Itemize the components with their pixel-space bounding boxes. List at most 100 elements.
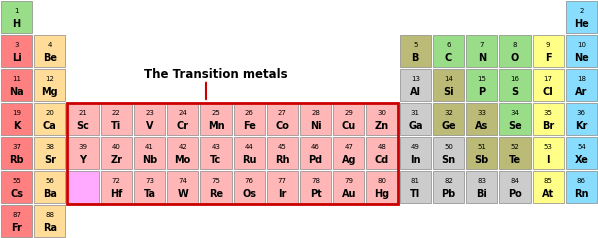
Text: Os: Os: [242, 189, 256, 199]
Text: 30: 30: [377, 110, 386, 116]
Text: V: V: [146, 121, 153, 131]
Text: 85: 85: [544, 178, 553, 183]
Bar: [433, 35, 464, 67]
Text: 72: 72: [112, 178, 121, 183]
Text: 2: 2: [579, 8, 584, 14]
Text: 31: 31: [411, 110, 420, 116]
Text: 9: 9: [546, 42, 550, 48]
Text: 27: 27: [278, 110, 287, 116]
Text: Ga: Ga: [408, 121, 423, 131]
Text: 20: 20: [45, 110, 54, 116]
Text: Sr: Sr: [44, 155, 56, 165]
Text: 25: 25: [212, 110, 220, 116]
Text: 40: 40: [112, 144, 121, 150]
Bar: [566, 137, 597, 169]
Text: Sb: Sb: [475, 155, 489, 165]
Text: 18: 18: [577, 76, 586, 82]
Text: Au: Au: [341, 189, 356, 199]
Bar: [68, 171, 99, 203]
Text: N: N: [478, 53, 486, 63]
Text: I: I: [547, 155, 550, 165]
Text: Pt: Pt: [310, 189, 322, 199]
Bar: [566, 171, 597, 203]
Text: 79: 79: [344, 178, 353, 183]
Text: 35: 35: [544, 110, 553, 116]
Text: 73: 73: [145, 178, 154, 183]
Text: 74: 74: [178, 178, 187, 183]
Bar: [234, 103, 265, 135]
Text: 6: 6: [446, 42, 451, 48]
Bar: [200, 137, 231, 169]
Text: 5: 5: [413, 42, 417, 48]
Text: 53: 53: [544, 144, 553, 150]
Bar: [533, 137, 564, 169]
Bar: [333, 137, 364, 169]
Text: Si: Si: [443, 87, 454, 97]
Text: 76: 76: [245, 178, 254, 183]
Text: 55: 55: [12, 178, 21, 183]
Bar: [167, 137, 199, 169]
Text: Ir: Ir: [278, 189, 286, 199]
Text: 21: 21: [78, 110, 87, 116]
Text: 54: 54: [577, 144, 586, 150]
Text: 86: 86: [577, 178, 586, 183]
Text: Sc: Sc: [77, 121, 90, 131]
Bar: [466, 103, 498, 135]
Bar: [466, 69, 498, 101]
Bar: [533, 103, 564, 135]
Text: Ne: Ne: [574, 53, 589, 63]
Text: Rb: Rb: [10, 155, 24, 165]
Text: 16: 16: [511, 76, 520, 82]
Bar: [499, 171, 530, 203]
Text: 41: 41: [145, 144, 154, 150]
Bar: [1, 35, 32, 67]
Text: 77: 77: [278, 178, 287, 183]
Text: Mo: Mo: [175, 155, 191, 165]
Text: 22: 22: [112, 110, 121, 116]
Text: 23: 23: [145, 110, 154, 116]
Text: S: S: [511, 87, 518, 97]
Text: Ni: Ni: [310, 121, 321, 131]
Text: Rn: Rn: [574, 189, 588, 199]
Bar: [466, 171, 498, 203]
Text: Ti: Ti: [111, 121, 121, 131]
Text: 80: 80: [377, 178, 386, 183]
Text: F: F: [545, 53, 551, 63]
Text: B: B: [411, 53, 419, 63]
Text: 8: 8: [512, 42, 517, 48]
Bar: [499, 69, 530, 101]
Bar: [1, 171, 32, 203]
Text: Ar: Ar: [575, 87, 588, 97]
Text: In: In: [410, 155, 420, 165]
Text: Ca: Ca: [43, 121, 57, 131]
Text: 83: 83: [477, 178, 486, 183]
Text: 3: 3: [14, 42, 19, 48]
Bar: [499, 137, 530, 169]
Text: 75: 75: [212, 178, 221, 183]
Bar: [34, 103, 65, 135]
Text: 84: 84: [511, 178, 520, 183]
Text: 44: 44: [245, 144, 254, 150]
Bar: [399, 69, 431, 101]
Text: Na: Na: [10, 87, 24, 97]
Text: Y: Y: [80, 155, 87, 165]
Bar: [533, 171, 564, 203]
Text: O: O: [511, 53, 519, 63]
Text: Nb: Nb: [142, 155, 157, 165]
Text: 81: 81: [411, 178, 420, 183]
Text: P: P: [478, 87, 486, 97]
Bar: [1, 69, 32, 101]
Text: 14: 14: [444, 76, 453, 82]
Bar: [399, 137, 431, 169]
Text: Se: Se: [508, 121, 522, 131]
Text: 10: 10: [577, 42, 586, 48]
Bar: [1, 205, 32, 237]
Text: Re: Re: [209, 189, 223, 199]
Text: 82: 82: [444, 178, 453, 183]
Text: 47: 47: [344, 144, 353, 150]
Bar: [267, 103, 298, 135]
Text: 50: 50: [444, 144, 453, 150]
Text: 1: 1: [14, 8, 19, 14]
Text: Tl: Tl: [410, 189, 420, 199]
Text: 13: 13: [411, 76, 420, 82]
